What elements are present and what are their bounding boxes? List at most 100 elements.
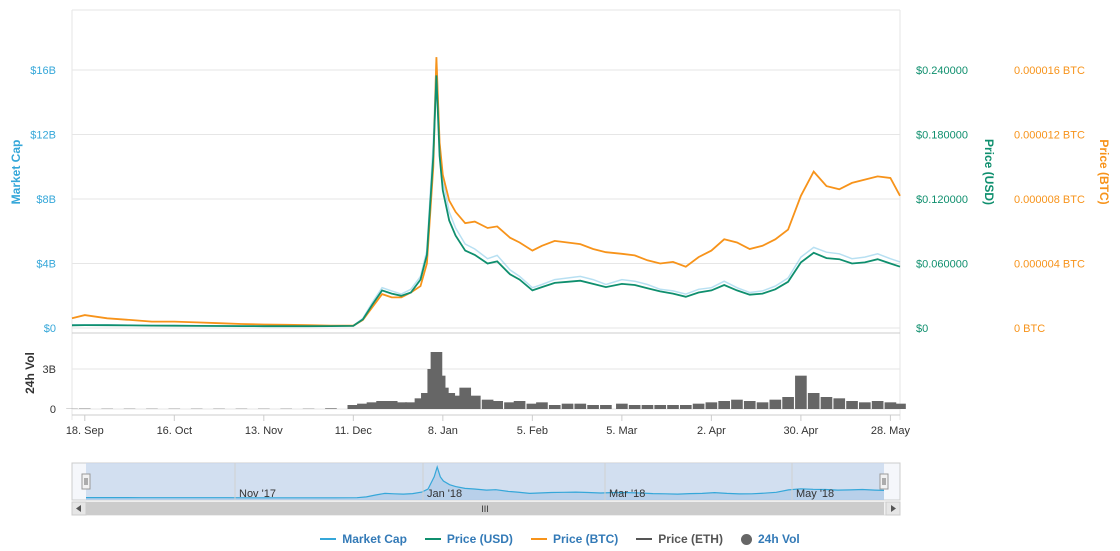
volume-bar xyxy=(491,401,504,409)
volume-bar xyxy=(756,402,769,409)
market-cap-tick-label: $12B xyxy=(30,130,56,142)
x-tick-label: 5. Feb xyxy=(517,425,548,437)
volume-bar xyxy=(437,387,449,409)
volume-bar xyxy=(894,403,906,409)
volume-bar xyxy=(449,395,462,409)
market-cap-swatch-icon xyxy=(320,538,337,540)
legend-item-market-cap[interactable]: Market Cap xyxy=(320,532,407,546)
x-tick-label: 30. Apr xyxy=(783,425,818,437)
volume-bar xyxy=(833,398,846,409)
x-tick-label: 13. Nov xyxy=(245,425,283,437)
volume-bar xyxy=(859,402,871,409)
volume-bar xyxy=(795,375,807,409)
market-cap-tick-label: $8B xyxy=(36,194,56,206)
chart-lines xyxy=(71,57,901,328)
btc-tick-label: 0 BTC xyxy=(1014,323,1045,335)
market-cap-line xyxy=(72,57,901,327)
legend-label: Market Cap xyxy=(342,532,407,546)
volume-bar xyxy=(357,403,369,409)
legend: Market Cap Price (USD) Price (BTC) Price… xyxy=(0,528,1120,550)
volume-bar xyxy=(366,402,379,409)
btc-tick-label: 0.000008 BTC xyxy=(1014,194,1085,206)
navigator-tick-label: Nov '17 xyxy=(239,488,276,500)
volume-bar xyxy=(561,403,574,409)
volume-bar xyxy=(385,401,398,409)
scrollbar-thumb[interactable] xyxy=(86,502,884,515)
chart-grid xyxy=(71,9,901,420)
volume-bar xyxy=(628,405,641,409)
legend-item-price-usd[interactable]: Price (USD) xyxy=(424,532,513,546)
usd-tick-label: $0.120000 xyxy=(916,194,968,206)
volume-bar xyxy=(846,401,858,409)
volume-bar xyxy=(782,397,794,409)
btc-tick-label: 0.000016 BTC xyxy=(1014,65,1085,77)
usd-tick-label: $0.240000 xyxy=(916,65,968,77)
volume-bar xyxy=(376,401,388,409)
navigator-area xyxy=(86,467,884,500)
volume-bar xyxy=(526,403,539,409)
volume-tick-label: 0 xyxy=(50,404,56,416)
volume-bar xyxy=(679,405,692,409)
market-cap-tick-label: $16B xyxy=(30,65,56,77)
volume-bar xyxy=(692,403,705,409)
price-usd-line xyxy=(71,75,901,328)
price-btc-line xyxy=(71,57,901,327)
volume-bar xyxy=(405,402,417,409)
volume-bar xyxy=(718,401,730,409)
navigator-handle[interactable] xyxy=(879,473,889,490)
arrow-right-icon xyxy=(891,505,896,512)
volume-bar xyxy=(807,393,820,409)
navigator-tick-label: May '18 xyxy=(796,488,834,500)
scrollbar-grip-icon: III xyxy=(481,504,489,514)
usd-tick-label: $0.180000 xyxy=(916,130,968,142)
legend-label: Price (USD) xyxy=(446,532,513,546)
legend-label: 24h Vol xyxy=(757,532,800,546)
volume-axis-title: 24h Vol xyxy=(23,352,37,394)
x-tick-label: 5. Mar xyxy=(606,425,638,437)
x-tick-label: 16. Oct xyxy=(157,425,192,437)
volume-bar xyxy=(731,399,743,409)
volume-bar xyxy=(548,405,561,409)
volume-bar xyxy=(536,402,548,409)
volume-bar xyxy=(459,387,472,409)
market-cap-tick-label: $0 xyxy=(44,323,56,335)
volume-bar xyxy=(468,395,481,409)
volume-dot-icon xyxy=(740,533,752,545)
price-eth-swatch-icon xyxy=(636,538,653,540)
x-tick-label: 18. Sep xyxy=(66,425,104,437)
volume-bar xyxy=(769,399,782,409)
navigator-tick-label: Jan '18 xyxy=(427,488,462,500)
x-tick-label: 11. Dec xyxy=(335,425,373,437)
market-cap-axis-title: Market Cap xyxy=(9,140,23,205)
volume-bar xyxy=(395,402,408,409)
volume-bar xyxy=(504,402,516,409)
chart-axes: $0 $0 0 BTC $4B $0.060000 0.000004 BTC $8B $0.1… xyxy=(9,65,1111,437)
volume-bars xyxy=(66,352,906,409)
volume-bar xyxy=(481,399,494,409)
volume-bar xyxy=(705,402,718,409)
price-btc-swatch-icon xyxy=(530,538,547,540)
volume-bar xyxy=(587,405,599,409)
legend-label: Price (BTC) xyxy=(552,532,619,546)
navigator-line xyxy=(86,464,885,499)
legend-item-volume[interactable]: 24h Vol xyxy=(740,532,800,546)
volume-bar xyxy=(600,405,612,409)
usd-axis-title: Price (USD) xyxy=(982,139,996,205)
price-usd-swatch-icon xyxy=(424,538,441,540)
volume-bar xyxy=(414,398,427,409)
legend-item-price-btc[interactable]: Price (BTC) xyxy=(530,532,619,546)
volume-tick-label: 3B xyxy=(43,364,56,376)
volume-bar xyxy=(443,393,456,409)
usd-tick-label: $0 xyxy=(916,323,928,335)
navigator[interactable]: Nov '17 Jan '18 Mar '18 May '18 III xyxy=(71,462,901,516)
volume-bar xyxy=(884,402,897,409)
navigator-handle[interactable] xyxy=(81,473,91,490)
legend-item-price-eth[interactable]: Price (ETH) xyxy=(636,532,723,546)
volume-bar xyxy=(616,403,628,409)
volume-bar xyxy=(654,405,667,409)
volume-bar xyxy=(421,393,433,409)
navigator-tick-label: Mar '18 xyxy=(609,488,645,500)
x-tick-label: 28. May xyxy=(871,425,911,437)
volume-bar xyxy=(641,405,654,409)
volume-bar xyxy=(574,403,587,409)
